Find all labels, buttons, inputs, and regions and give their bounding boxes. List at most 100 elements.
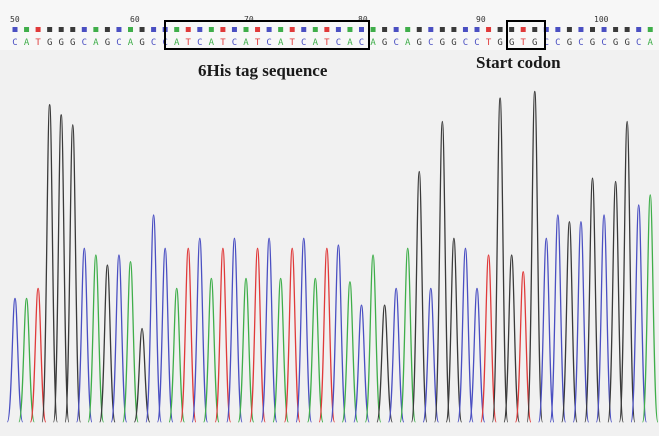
base-quality-mark (139, 27, 145, 32)
base-call-letter: G (613, 38, 618, 48)
trace-peak-c (353, 304, 370, 423)
trace-peak-g (526, 90, 544, 423)
base-quality-mark (451, 27, 457, 32)
base-call-letter: G (70, 38, 75, 48)
base-call-letter: A (209, 38, 215, 48)
trace-peak-t (514, 271, 532, 423)
trace-peak-t (283, 247, 301, 423)
base-quality-mark (428, 27, 434, 32)
base-call-letter: C (544, 38, 549, 48)
base-quality-mark (382, 27, 388, 32)
trace-peak-g (445, 237, 463, 423)
base-call-letter: C (474, 38, 479, 48)
trace-peak-c (537, 237, 555, 423)
base-call-letter: C (463, 38, 468, 48)
base-call-letter: A (24, 38, 30, 48)
base-quality-mark (520, 27, 526, 32)
base-quality-mark (601, 27, 607, 32)
trace-peak-g (410, 170, 428, 423)
trace-peak-a (364, 254, 382, 423)
base-quality-mark (93, 27, 99, 32)
trace-peak-a (341, 281, 359, 423)
base-quality-mark (497, 27, 503, 32)
base-call-letter: T (520, 38, 526, 48)
start-codon-highlight-box (506, 20, 546, 50)
base-quality-mark (566, 27, 572, 32)
base-quality-mark (128, 27, 133, 32)
base-call-letter: G (532, 38, 537, 48)
base-call-letter: G (47, 38, 52, 48)
base-quality-mark (243, 27, 249, 32)
trace-peak-c (572, 220, 590, 423)
position-label: 90 (476, 15, 486, 24)
trace-peak-c (75, 247, 93, 423)
base-call-letter: G (590, 38, 595, 48)
base-call-letter: T (35, 38, 41, 48)
base-quality-mark (405, 27, 411, 32)
base-call-letter: C (12, 38, 17, 48)
position-label: 60 (130, 15, 140, 24)
trace-peak-c (595, 214, 613, 423)
base-call-letter: C (578, 38, 583, 48)
trace-peak-c (6, 297, 24, 423)
base-quality-mark (532, 27, 538, 32)
trace-peak-a (306, 277, 324, 423)
position-label: 100 (594, 15, 609, 24)
base-quality-mark (35, 27, 41, 32)
trace-peak-c (226, 237, 243, 423)
base-call-letter: G (509, 38, 514, 48)
his-tag-highlight-box (164, 20, 370, 50)
base-quality-mark (416, 27, 422, 32)
base-quality-mark (278, 27, 284, 32)
base-quality-mark (289, 27, 295, 32)
base-call-letter: C (197, 38, 202, 48)
base-call-letter: C (601, 38, 606, 48)
trace-peak-g (503, 254, 520, 423)
base-quality-mark (462, 27, 468, 32)
trace-peak-g (584, 177, 601, 423)
trace-peak-c (145, 214, 162, 423)
base-quality-mark (324, 27, 330, 32)
trace-peak-c (330, 244, 347, 423)
position-label: 50 (10, 15, 20, 24)
trace-peak-a (87, 254, 105, 423)
base-call-letter: C (82, 38, 87, 48)
trace-peak-g (491, 97, 509, 423)
trace-peak-g (618, 120, 636, 423)
trace-peak-g (64, 124, 82, 423)
base-call-letter: C (393, 38, 398, 48)
trace-peak-c (156, 247, 174, 423)
base-quality-mark (439, 27, 445, 32)
base-quality-mark (636, 27, 642, 32)
base-call-letter: A (405, 38, 411, 48)
base-quality-mark (104, 27, 110, 32)
sequence-header (0, 0, 659, 50)
base-quality-mark (393, 27, 399, 32)
base-call-letter: T (220, 38, 226, 48)
base-call-letter: T (486, 38, 492, 48)
trace-peak-a (641, 194, 659, 423)
trace-peak-g (99, 264, 116, 423)
base-quality-mark (47, 27, 53, 32)
base-call-letter: A (648, 38, 654, 48)
trace-peak-a (237, 277, 255, 423)
base-call-letter: G (451, 38, 456, 48)
base-call-letter: C (266, 38, 271, 48)
position-label: 80 (358, 15, 368, 24)
base-call-letter: A (93, 38, 99, 48)
base-quality-mark (555, 27, 561, 32)
trace-peak-c (457, 247, 474, 423)
trace-peak-a (272, 277, 289, 423)
base-call-letter: C (555, 38, 560, 48)
trace-peak-t (29, 287, 47, 423)
trace-peak-a (203, 277, 220, 423)
base-quality-mark (151, 27, 157, 32)
his-tag-label: 6His tag sequence (198, 61, 328, 80)
base-quality-mark (116, 27, 122, 32)
base-call-letter: G (440, 38, 445, 48)
trace-peak-g (376, 304, 393, 423)
position-label: 70 (244, 15, 254, 24)
base-quality-mark (335, 27, 341, 32)
trace-peak-t (179, 247, 197, 423)
